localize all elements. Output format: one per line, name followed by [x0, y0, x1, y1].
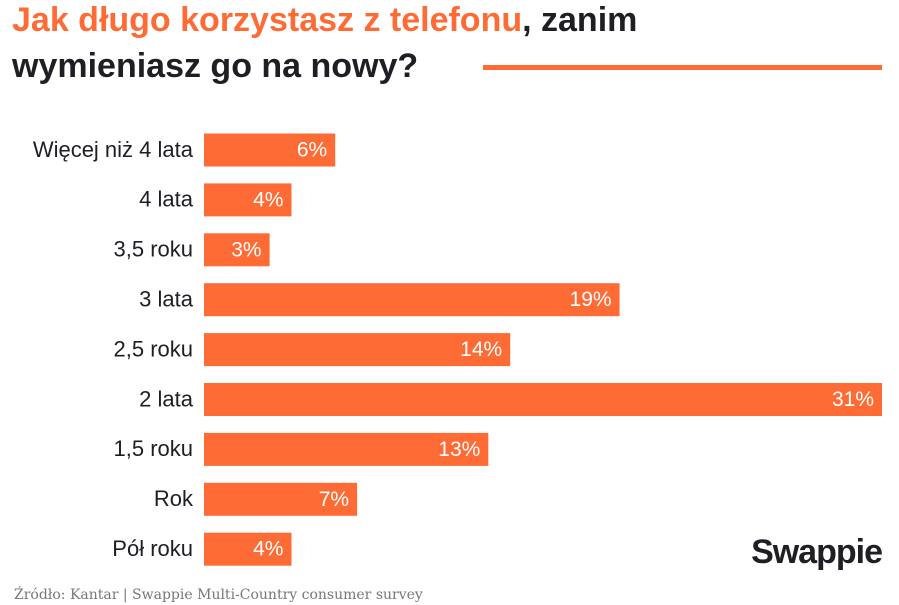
category-label: 4 lata	[139, 187, 194, 212]
source: Źródło: Kantar | Swappie Multi-Country c…	[14, 585, 423, 603]
title-highlight: Jak długo korzystasz z telefonu	[12, 1, 522, 39]
value-label: 4%	[253, 188, 283, 211]
title-line2: wymieniasz go na nowy?	[11, 47, 418, 85]
bar	[204, 133, 336, 167]
value-label: 4%	[253, 538, 283, 561]
bar	[204, 432, 489, 466]
bar	[204, 482, 358, 516]
value-label: 7%	[319, 488, 349, 511]
bar	[204, 283, 620, 317]
value-label: 14%	[460, 338, 502, 361]
bar	[204, 233, 270, 267]
category-label: Rok	[154, 486, 194, 511]
title-rule	[483, 65, 882, 70]
bar	[204, 383, 882, 416]
category-label: Pół roku	[112, 536, 193, 561]
value-label: 31%	[832, 388, 874, 411]
category-label: 3 lata	[139, 287, 194, 312]
category-label: 1,5 roku	[114, 436, 194, 461]
value-label: 3%	[231, 238, 261, 261]
logo: Swappie	[751, 533, 882, 571]
category-label: 3,5 roku	[114, 237, 194, 262]
category-label: 2,5 roku	[114, 336, 194, 361]
category-label: 2 lata	[139, 386, 194, 411]
title-rest: , zanim	[522, 1, 637, 39]
value-label: 6%	[297, 139, 327, 162]
bar	[204, 183, 292, 217]
category-label: Więcej niż 4 lata	[33, 137, 194, 162]
bar	[204, 532, 292, 566]
value-label: 13%	[438, 438, 480, 461]
chart-title: Jak długo korzystasz z telefonu, zanim	[12, 1, 637, 39]
value-label: 19%	[570, 288, 612, 311]
bar	[204, 333, 511, 367]
